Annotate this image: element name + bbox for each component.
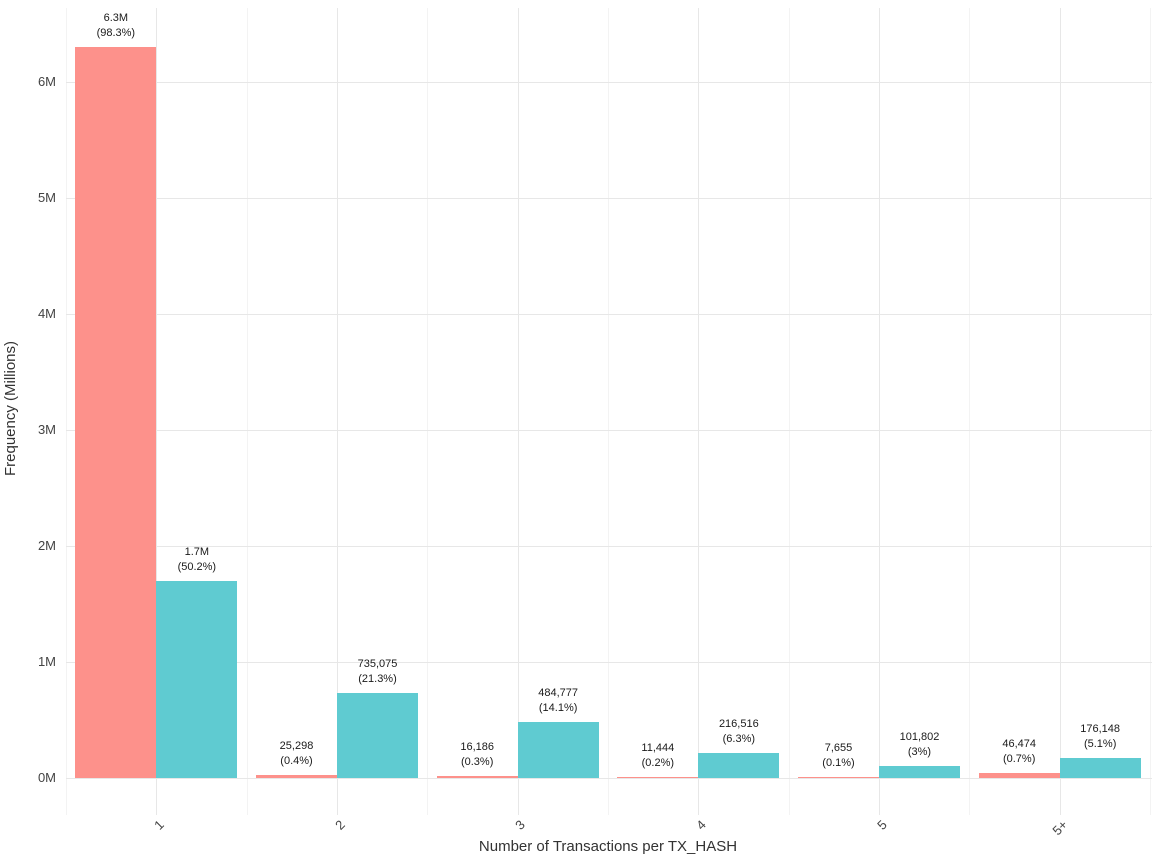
gridline-major-horizontal [66, 314, 1152, 315]
bar-percent-label: (0.3%) [460, 756, 494, 769]
gridline-minor-vertical [246, 8, 248, 815]
bar-value-label: 484,777 [538, 686, 579, 699]
y-tick-label: 1M [37, 654, 56, 669]
y-axis-title: Frequency (Millions) [2, 340, 20, 476]
bar-teal-5 [879, 766, 960, 778]
bar-percent-label: (50.2%) [177, 560, 217, 573]
bar-percent-label: (98.3%) [96, 27, 136, 40]
bar-percent-label: (21.3%) [358, 672, 397, 685]
bar-value-label: 216,516 [718, 717, 759, 730]
x-tick-label: 1 [151, 817, 167, 833]
gridline-major-horizontal [66, 662, 1152, 663]
gridline-major-vertical [1059, 8, 1061, 815]
bar-percent-label: (0.1%) [822, 757, 855, 769]
bar-red-2 [256, 775, 337, 778]
bar-value-label: 1.7M [184, 545, 210, 558]
y-tick-label: 0M [37, 770, 56, 785]
bar-value-label: 11,444 [641, 741, 675, 754]
bar-label: 7,655 (0.1%) [779, 741, 899, 771]
gridline-minor-vertical [1150, 8, 1151, 815]
gridline-major-horizontal [66, 430, 1152, 431]
bar-label: 216,516 (6.3%) [679, 717, 799, 747]
x-tick-label: 3 [512, 817, 529, 833]
gridline-minor-vertical [608, 8, 609, 815]
y-axis: Frequency (Millions) [0, 0, 22, 816]
bar-percent-label: (5.1%) [1083, 737, 1117, 750]
x-tick-label: 5 [873, 817, 890, 833]
bar-label: 25,298 (0.4%) [237, 739, 357, 769]
gridline-major-vertical [156, 8, 158, 815]
bar-label: 101,802 (3%) [860, 730, 980, 760]
y-tick-label: 6M [37, 74, 56, 89]
bar-percent-label: (6.3%) [722, 732, 756, 745]
gridline-minor-vertical [66, 8, 67, 815]
bar-label: 16,186 (0.3%) [417, 740, 537, 770]
x-tick-label: 2 [331, 817, 348, 833]
bar-red-5+ [978, 772, 1060, 778]
gridline-minor-vertical [969, 8, 971, 815]
y-tick-label: 4M [37, 306, 56, 321]
gridline-minor-vertical [788, 8, 790, 815]
bar-teal-2 [337, 692, 418, 778]
bar-value-label: 16,186 [460, 741, 494, 754]
bar-label: 484,777 (14.1%) [498, 686, 618, 716]
bar-red-4 [617, 776, 699, 778]
bar-label: 1.7M (50.2%) [137, 545, 257, 575]
gridline-minor-vertical [427, 8, 429, 815]
y-tick-label: 3M [37, 422, 56, 437]
gridline-major-vertical [517, 8, 519, 815]
y-tick-label: 5M [37, 190, 56, 205]
bar-value-label: 25,298 [279, 740, 314, 753]
x-tick-label: 4 [693, 817, 709, 833]
bar-label: 46,474 (0.7%) [959, 737, 1079, 767]
x-axis-title: Number of Transactions per TX_HASH [478, 838, 738, 855]
gridline-major-horizontal [66, 778, 1152, 779]
bar-red-1 [75, 47, 157, 778]
bar-value-label: 7,655 [824, 742, 853, 754]
bar-label: 11,444 (0.2%) [598, 741, 718, 771]
gridline-major-horizontal [66, 82, 1152, 83]
bar-percent-label: (14.1%) [538, 701, 578, 714]
bar-percent-label: (3%) [907, 746, 932, 759]
bar-percent-label: (0.4%) [280, 755, 313, 768]
bar-value-label: 6.3M [103, 12, 129, 25]
bar-value-label: 46,474 [1002, 737, 1036, 750]
bar-teal-3 [517, 721, 599, 778]
bar-label: 176,148 (5.1%) [1040, 722, 1160, 752]
gridline-major-vertical [337, 8, 338, 815]
bar-percent-label: (0.7%) [1002, 752, 1036, 765]
gridline-major-vertical [698, 8, 700, 815]
gridline-major-vertical [879, 8, 880, 815]
bar-red-5 [798, 777, 879, 778]
gridline-major-horizontal [66, 198, 1152, 199]
bar-percent-label: (0.2%) [641, 756, 675, 769]
bar-teal-4 [698, 752, 780, 778]
bar-teal-1 [156, 580, 238, 778]
bar-red-3 [436, 776, 518, 778]
bar-value-label: 101,802 [899, 731, 940, 744]
bar-value-label: 735,075 [357, 657, 398, 670]
x-tick-label: 5+ [1049, 817, 1071, 839]
bar-teal-5+ [1059, 757, 1141, 778]
y-tick-label: 2M [37, 538, 56, 553]
bar-label: 735,075 (21.3%) [318, 657, 438, 687]
bar-value-label: 176,148 [1080, 722, 1121, 735]
bar-label: 6.3M (98.3%) [56, 11, 176, 41]
gridline-major-horizontal [66, 546, 1152, 547]
